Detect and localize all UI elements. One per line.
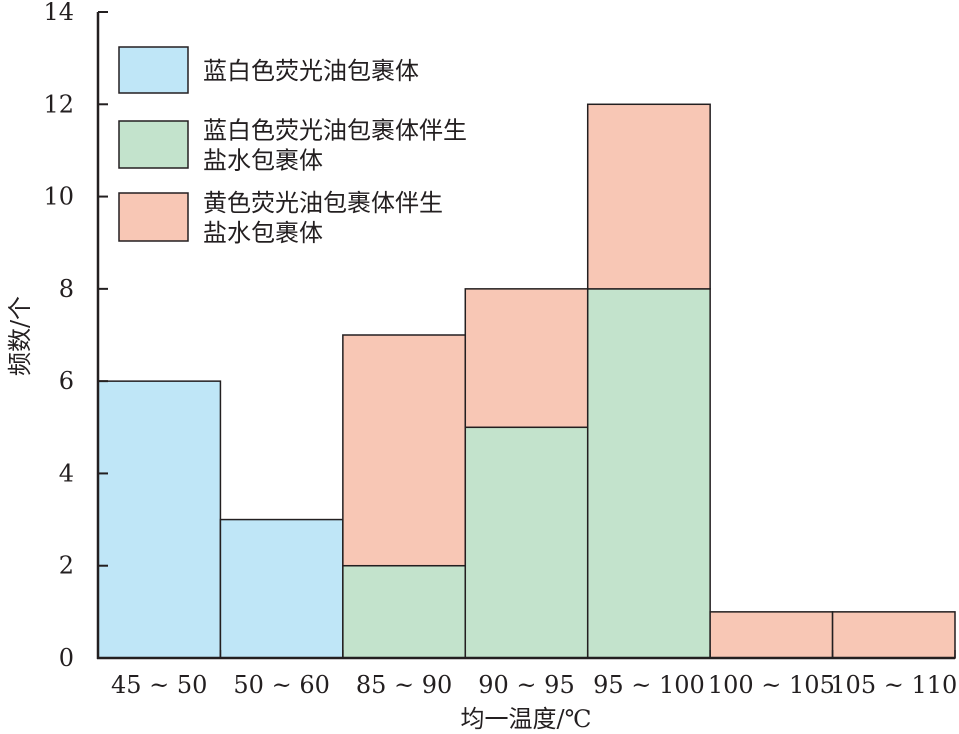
- bar-4-series-2: [464, 426, 589, 659]
- bar-3-series-3: [342, 334, 467, 567]
- legend-label-3-line-1: 黄色荧光油包裹体伴生: [203, 189, 443, 217]
- axes-group: 0 2 4 6 8 10 12 14 45 ~ 50 50 ~ 60 85 ~ 90 90 ~ 95 9…: [43, 0, 957, 699]
- legend-swatch-2: [118, 120, 189, 169]
- x-tick-label-1: 45 ~ 50: [111, 671, 207, 699]
- y-tick-label-8: 8: [59, 275, 74, 303]
- x-axis-title: 均一温度/℃: [461, 705, 592, 733]
- y-tick-label-4: 4: [59, 459, 74, 487]
- bar-4-series-3: [464, 288, 589, 429]
- y-tick-label-2: 2: [59, 552, 74, 580]
- bar-5-series-3: [586, 103, 711, 290]
- x-tick-label-2: 50 ~ 60: [233, 671, 329, 699]
- x-tick-label-5: 95 ~ 100: [593, 671, 705, 699]
- bar-6-series-3: [709, 611, 834, 659]
- legend-label-1-line-1: 蓝白色荧光油包裹体: [203, 57, 419, 85]
- bar-7-series-3: [831, 611, 956, 659]
- legend-label-3-line-2: 盐水包裹体: [203, 219, 323, 247]
- x-tick-label-4: 90 ~ 95: [478, 671, 574, 699]
- y-tick-label-12: 12: [43, 90, 74, 118]
- y-tick-label-0: 0: [59, 644, 74, 672]
- y-tick-label-6: 6: [59, 367, 74, 395]
- y-tick-label-14: 14: [43, 0, 74, 26]
- x-tick-label-7: 105 ~ 110: [830, 671, 957, 699]
- bar-5-series-2: [586, 288, 711, 659]
- y-tick-label-10: 10: [43, 183, 74, 211]
- legend-label-2-line-1: 蓝白色荧光油包裹体伴生: [203, 117, 467, 145]
- bar-2-series-1: [219, 518, 344, 659]
- bar-3-series-2: [342, 564, 467, 659]
- bars-group: [97, 103, 956, 659]
- legend-label-2-line-2: 盐水包裹体: [203, 147, 323, 175]
- x-tick-label-3: 85 ~ 90: [356, 671, 452, 699]
- legend-swatch-3: [118, 192, 189, 242]
- y-axis-title: 频数/个: [6, 296, 34, 376]
- legend-swatch-1: [118, 46, 189, 94]
- x-tick-label-6: 100 ~ 105: [708, 671, 835, 699]
- bar-1-series-1: [97, 380, 222, 659]
